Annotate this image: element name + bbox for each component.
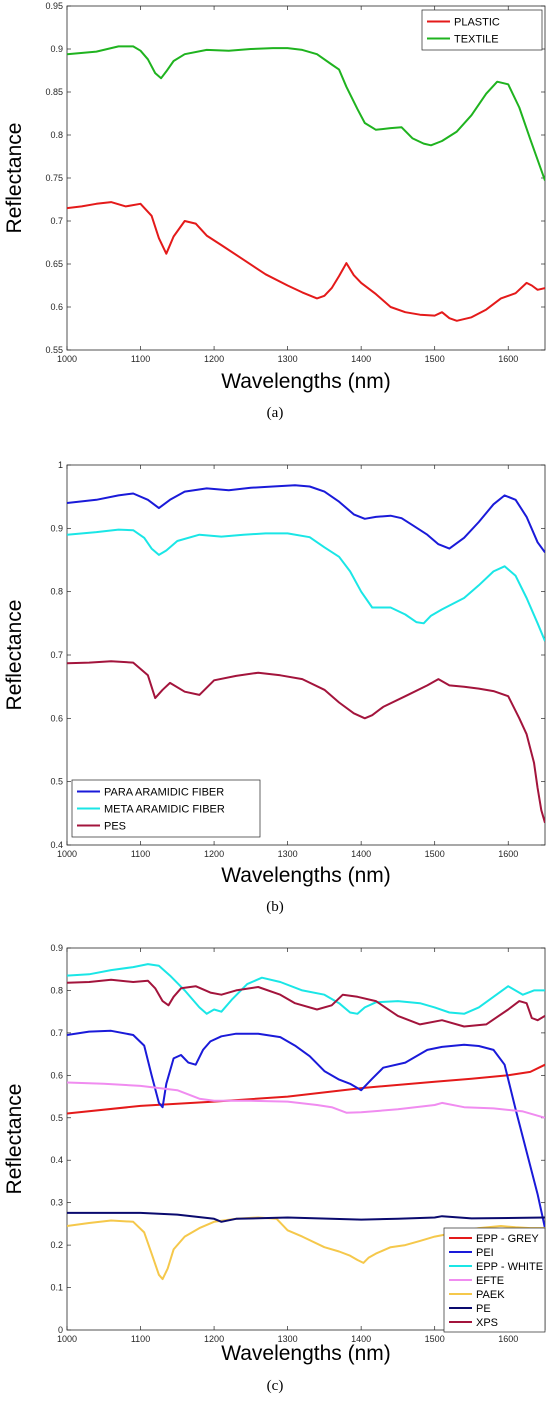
legend-label: PES bbox=[104, 821, 126, 833]
x-tick-label: 1300 bbox=[278, 354, 298, 364]
y-tick-label: 0.4 bbox=[50, 840, 63, 850]
x-axis-label: Wavelengths (nm) bbox=[221, 1342, 391, 1365]
legend-box bbox=[421, 9, 543, 51]
y-tick-label: 0.6 bbox=[50, 302, 63, 312]
legend-label: PARA ARAMIDIC FIBER bbox=[104, 787, 224, 799]
y-tick-label: 0.4 bbox=[50, 1155, 63, 1165]
y-tick-label: 0.7 bbox=[50, 216, 63, 226]
series-line-meta-aramidic-fiber bbox=[67, 528, 545, 642]
legend-label: XPS bbox=[476, 1317, 498, 1329]
y-tick-label: 0.6 bbox=[50, 713, 63, 723]
y-tick-label: 0.75 bbox=[45, 173, 63, 183]
x-tick-label: 1000 bbox=[57, 1334, 77, 1344]
y-tick-label: 0.9 bbox=[50, 44, 63, 54]
x-tick-label: 1400 bbox=[351, 354, 371, 364]
legend: PLASTIC TEXTILE bbox=[421, 9, 543, 51]
chart-panel: 1000 1100 1200 1300 1400 1500 1600 0 0.1 0.2 0.3 0.… bbox=[3, 943, 546, 1394]
legend-label: EPP - WHITE bbox=[476, 1261, 543, 1273]
series-line-pes bbox=[67, 660, 545, 824]
series-line-para-aramidic-fiber bbox=[67, 484, 545, 553]
y-tick-label: 0.6 bbox=[50, 1070, 63, 1080]
y-tick-label: 0.7 bbox=[50, 650, 63, 660]
y-tick-label: 0.8 bbox=[50, 587, 63, 597]
x-tick-label: 1400 bbox=[351, 1334, 371, 1344]
x-tick-label: 1500 bbox=[425, 1334, 445, 1344]
panel-caption: (c) bbox=[267, 1378, 284, 1394]
series-line-plastic bbox=[67, 201, 545, 322]
y-tick-label: 0.3 bbox=[50, 1198, 63, 1208]
x-tick-label: 1600 bbox=[498, 849, 518, 859]
y-tick-label: 0 bbox=[58, 1325, 63, 1335]
y-tick-label: 0.55 bbox=[45, 345, 63, 355]
x-tick-label: 1100 bbox=[131, 354, 150, 364]
series-line-epp-white bbox=[67, 963, 545, 1015]
y-tick-label: 0.1 bbox=[50, 1283, 63, 1293]
x-tick-label: 1100 bbox=[131, 849, 150, 859]
y-tick-label: 0.5 bbox=[50, 1113, 63, 1123]
legend-box bbox=[71, 779, 261, 838]
legend: PARA ARAMIDIC FIBER META ARAMIDIC FIBER PE… bbox=[71, 779, 261, 838]
x-tick-label: 1100 bbox=[131, 1334, 150, 1344]
series-line-paek bbox=[67, 1216, 545, 1281]
series-line-epp-grey bbox=[67, 1063, 545, 1115]
y-tick-label: 0.7 bbox=[50, 1028, 63, 1038]
y-tick-label: 0.5 bbox=[50, 777, 63, 787]
series-line-pe bbox=[67, 1211, 545, 1223]
legend-label: META ARAMIDIC FIBER bbox=[104, 804, 225, 816]
series-line-xps bbox=[67, 978, 545, 1028]
legend: EPP - GREY PEI EPP - WHITE EFTE PAEK PE XPS bbox=[443, 1227, 546, 1333]
y-tick-label: 0.9 bbox=[50, 943, 63, 953]
x-tick-label: 1000 bbox=[57, 849, 77, 859]
x-tick-label: 1200 bbox=[204, 849, 224, 859]
y-tick-label: 1 bbox=[58, 460, 63, 470]
x-tick-label: 1300 bbox=[278, 849, 298, 859]
y-axis-label: Reflectance bbox=[3, 123, 26, 234]
chart-panel: 1000 1100 1200 1300 1400 1500 1600 0.55 0.6 0.65 0… bbox=[3, 1, 546, 421]
series-line-textile bbox=[67, 45, 545, 181]
y-tick-label: 0.8 bbox=[50, 130, 63, 140]
legend-label: PAEK bbox=[476, 1289, 505, 1301]
y-tick-label: 0.85 bbox=[45, 87, 63, 97]
series-line-pei bbox=[67, 1029, 545, 1229]
x-tick-label: 1200 bbox=[204, 1334, 224, 1344]
y-axis-label: Reflectance bbox=[3, 1084, 26, 1195]
panel-caption: (b) bbox=[266, 899, 284, 915]
plot-area bbox=[66, 5, 546, 351]
x-tick-label: 1500 bbox=[425, 354, 445, 364]
x-tick-label: 1300 bbox=[278, 1334, 298, 1344]
x-tick-label: 1600 bbox=[498, 1334, 518, 1344]
legend-label: EPP - GREY bbox=[476, 1233, 539, 1245]
y-tick-label: 0.9 bbox=[50, 523, 63, 533]
x-tick-label: 1400 bbox=[351, 849, 371, 859]
x-tick-label: 1000 bbox=[57, 354, 77, 364]
y-axis-label: Reflectance bbox=[3, 600, 26, 711]
x-tick-label: 1600 bbox=[498, 354, 518, 364]
legend-label: TEXTILE bbox=[454, 34, 499, 46]
x-tick-label: 1500 bbox=[425, 849, 445, 859]
y-tick-label: 0.2 bbox=[50, 1240, 63, 1250]
chart-panel: 1000 1100 1200 1300 1400 1500 1600 0.4 0.5 0.6 0.7… bbox=[3, 460, 546, 915]
legend-label: PLASTIC bbox=[454, 17, 500, 29]
x-tick-label: 1200 bbox=[204, 354, 224, 364]
legend-label: PE bbox=[476, 1303, 491, 1315]
x-axis-label: Wavelengths (nm) bbox=[221, 370, 391, 393]
panel-caption: (a) bbox=[267, 405, 284, 421]
legend-label: PEI bbox=[476, 1247, 494, 1259]
y-tick-label: 0.8 bbox=[50, 985, 63, 995]
legend-label: EFTE bbox=[476, 1275, 504, 1287]
series-line-efte bbox=[67, 1081, 545, 1119]
y-tick-label: 0.65 bbox=[45, 259, 63, 269]
x-axis-label: Wavelengths (nm) bbox=[221, 864, 391, 887]
y-tick-label: 0.95 bbox=[45, 1, 63, 11]
